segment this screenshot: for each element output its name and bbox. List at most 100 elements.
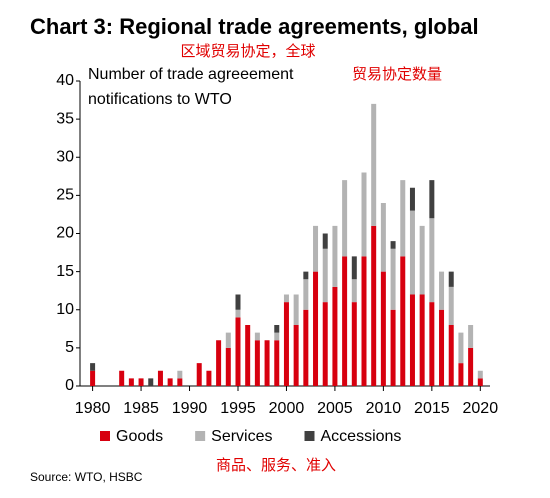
bar-segment [119, 370, 125, 386]
bar-segment [206, 370, 212, 386]
bar-segment [254, 332, 260, 341]
bar-segment [245, 325, 251, 386]
bar-segment [342, 180, 348, 257]
bar-segment [361, 256, 367, 386]
bar-segment [216, 340, 222, 386]
legend-swatch [195, 431, 206, 441]
bar-segment [274, 325, 280, 333]
bar-segment [138, 378, 144, 386]
bar-segment [342, 256, 348, 386]
bar-segment [274, 332, 280, 341]
annotation-cn: 贸易协定数量 [352, 66, 442, 83]
bar-segment [254, 340, 260, 386]
bar-segment [400, 256, 406, 386]
x-tick-label: 1995 [220, 400, 256, 417]
bar-segment [177, 370, 183, 379]
bar-segment [303, 309, 309, 386]
bar-segment [380, 203, 386, 272]
bar-segment [167, 378, 173, 386]
y-tick-label: 40 [56, 72, 74, 89]
bar-segment [409, 294, 415, 386]
bar-segment [283, 302, 289, 386]
bar-segment [439, 309, 445, 386]
bar-segment [157, 370, 163, 386]
bar-segment [439, 271, 445, 310]
bar-segment [148, 378, 154, 386]
bar-segment [468, 325, 474, 348]
bar-segment [274, 340, 280, 386]
y-tick-label: 25 [56, 187, 74, 204]
annotation: Number of trade agreeement [88, 66, 294, 83]
bar-segment [322, 233, 328, 249]
x-tick-label: 2005 [317, 400, 353, 417]
y-tick-label: 20 [56, 225, 74, 242]
bar-segment [409, 210, 415, 295]
bar-segment [390, 241, 396, 249]
bar-segment [371, 225, 377, 386]
bar-segment [322, 302, 328, 386]
source: Source: WTO, HSBC [30, 470, 143, 484]
bar-segment [303, 279, 309, 310]
bar-segment [313, 271, 319, 386]
bar-segment [361, 172, 367, 257]
bar-segment [429, 302, 435, 386]
bar-segment [380, 271, 386, 386]
x-tick-label: 2010 [366, 400, 402, 417]
bar-segment [468, 347, 474, 386]
bar-segment [351, 279, 357, 303]
y-tick-label: 15 [56, 263, 74, 280]
bar-segment [225, 347, 231, 386]
bar-segment [390, 309, 396, 386]
bar-segment [351, 302, 357, 386]
bar-segment [332, 286, 338, 386]
bar-segment [429, 218, 435, 303]
bar-segment [235, 309, 241, 318]
bar-segment [303, 271, 309, 280]
bar-segment [409, 187, 415, 211]
y-tick-label: 35 [56, 110, 74, 127]
bar-segment [90, 363, 96, 371]
annotation: notifications to WTO [88, 91, 232, 108]
bar-segment [390, 248, 396, 310]
bar-segment [225, 332, 231, 348]
bar-segment [293, 325, 299, 386]
x-tick-label: 2000 [269, 400, 305, 417]
x-tick-label: 2015 [414, 400, 450, 417]
x-tick-label: 1980 [75, 400, 111, 417]
bar-segment [351, 256, 357, 280]
legend-label: Services [211, 428, 272, 445]
bar-segment [293, 294, 299, 325]
bar-segment [400, 180, 406, 257]
bar-segment [477, 370, 483, 379]
y-tick-label: 10 [56, 301, 74, 318]
bar-segment [177, 378, 183, 386]
legend-label: Goods [116, 428, 163, 445]
x-tick-label: 1990 [172, 400, 208, 417]
bar-segment [196, 363, 202, 386]
bar-segment [477, 378, 483, 386]
y-tick-label: 0 [65, 377, 74, 394]
bar-segment [448, 271, 454, 287]
bar-segment [371, 103, 377, 226]
bar-segment [264, 340, 270, 386]
bar-segment [90, 370, 96, 386]
bar-segment [448, 325, 454, 386]
bar-segment [458, 363, 464, 386]
bar-segment [322, 248, 328, 303]
chart-title: Chart 3: Regional trade agreements, glob… [30, 14, 479, 39]
legend-swatch [304, 431, 315, 441]
legend-label: Accessions [321, 428, 402, 445]
legend-swatch [100, 431, 110, 441]
bar-segment [283, 294, 289, 303]
chart-subtitle: 区域贸易协定，全球 [180, 42, 315, 60]
x-tick-label: 2020 [463, 400, 499, 417]
y-tick-label: 30 [56, 148, 74, 165]
bar-segment [235, 317, 241, 386]
bar-segment [448, 286, 454, 325]
legend-cn: 商品、服务、准入 [216, 457, 336, 474]
bar-segment [429, 180, 435, 219]
x-tick-label: 1985 [123, 400, 159, 417]
bar-segment [332, 225, 338, 287]
bar-segment [313, 225, 319, 272]
